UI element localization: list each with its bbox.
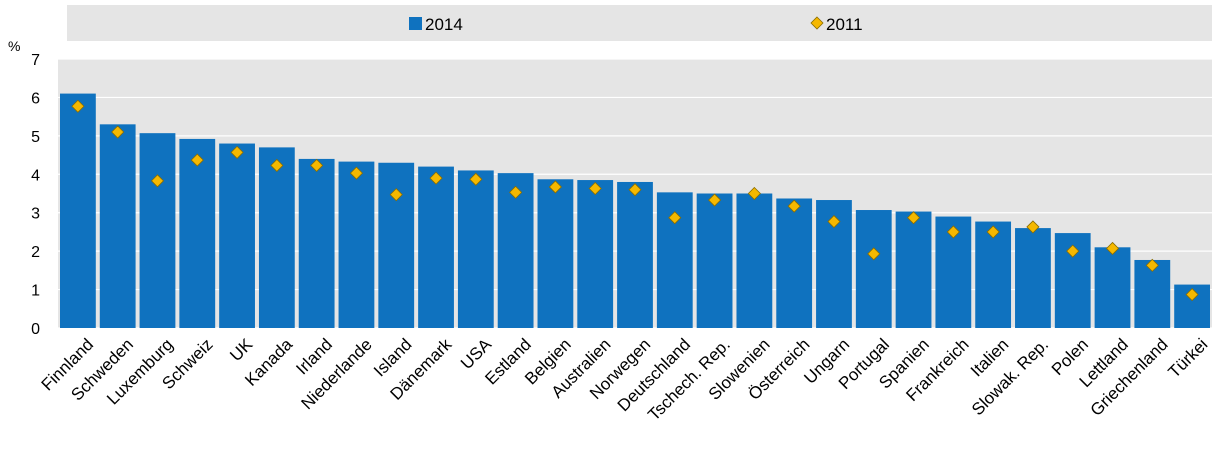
marker-2011	[1145, 258, 1159, 272]
marker-2011	[986, 225, 1000, 239]
marker-2011	[906, 211, 921, 225]
bar-2014	[418, 166, 454, 328]
marker-2011	[668, 211, 682, 225]
bar-2014	[1094, 247, 1131, 328]
bar-2014	[338, 161, 375, 328]
markers-2011	[71, 99, 1199, 302]
bar-2014	[776, 198, 813, 328]
bar-2014	[219, 143, 255, 328]
y-tick-label: 6	[31, 90, 40, 107]
x-tick-label: UK	[226, 334, 257, 365]
marker-2011	[787, 199, 801, 213]
marker-2011	[708, 193, 722, 207]
legend-diamond-2011	[810, 16, 824, 30]
bar-2014	[537, 179, 574, 328]
y-tick-label: 5	[31, 129, 40, 146]
marker-2011	[190, 153, 204, 167]
marker-2011	[150, 174, 165, 188]
bar-2014	[378, 162, 415, 328]
bar-2014	[1015, 228, 1051, 328]
marker-2011	[1105, 241, 1120, 256]
legend-background	[67, 5, 1212, 41]
y-tick-label: 3	[31, 206, 40, 223]
bar-2014	[258, 147, 295, 328]
bar-2014	[895, 211, 932, 328]
y-tick-label: 7	[31, 52, 40, 69]
marker-2011	[588, 181, 602, 196]
marker-2011	[111, 125, 125, 139]
marker-2011	[469, 172, 483, 186]
legend-swatch-2014	[409, 17, 422, 30]
bar-2014	[60, 93, 96, 328]
bar-2014	[457, 170, 494, 328]
marker-2011	[827, 214, 841, 229]
bar-2014	[696, 193, 733, 328]
marker-2011	[946, 225, 960, 239]
marker-2011	[349, 166, 364, 180]
marker-2011	[230, 145, 244, 159]
y-tick-label: 2	[31, 244, 40, 261]
bar-2014	[298, 158, 335, 328]
bar-2014	[139, 133, 176, 328]
marker-2011	[747, 186, 761, 201]
marker-2011	[867, 247, 881, 261]
marker-2011	[628, 183, 642, 197]
marker-2011	[270, 158, 284, 173]
y-tick-label: 4	[31, 167, 40, 184]
marker-2011	[1026, 220, 1040, 234]
legend-label-2011: 2011	[826, 15, 863, 34]
bar-2014	[855, 210, 892, 328]
bar-2014	[179, 138, 216, 328]
legend-label-2014: 2014	[425, 15, 463, 34]
bar-2014	[617, 181, 653, 328]
marker-2011	[509, 185, 523, 199]
marker-2011	[548, 180, 562, 194]
legend: 2014 2011	[67, 5, 1212, 41]
bar-2014	[99, 124, 136, 328]
bar-2014	[577, 180, 614, 328]
bar-2014	[497, 173, 534, 328]
y-axis-ticks: 0 1 2 3 4 5 6 7	[31, 52, 40, 338]
y-tick-label: 0	[31, 321, 40, 338]
marker-2011	[1066, 244, 1080, 258]
bar-2014	[736, 193, 773, 328]
marker-2011	[71, 99, 85, 113]
bar-2014	[975, 221, 1012, 328]
marker-2011	[429, 171, 443, 185]
x-tick-label: Türkei	[1165, 335, 1212, 382]
marker-2011	[1185, 288, 1199, 302]
y-axis-unit-label: %	[8, 38, 20, 54]
y-tick-label: 1	[31, 283, 40, 300]
marker-2011	[389, 188, 403, 202]
marker-2011	[310, 158, 324, 173]
